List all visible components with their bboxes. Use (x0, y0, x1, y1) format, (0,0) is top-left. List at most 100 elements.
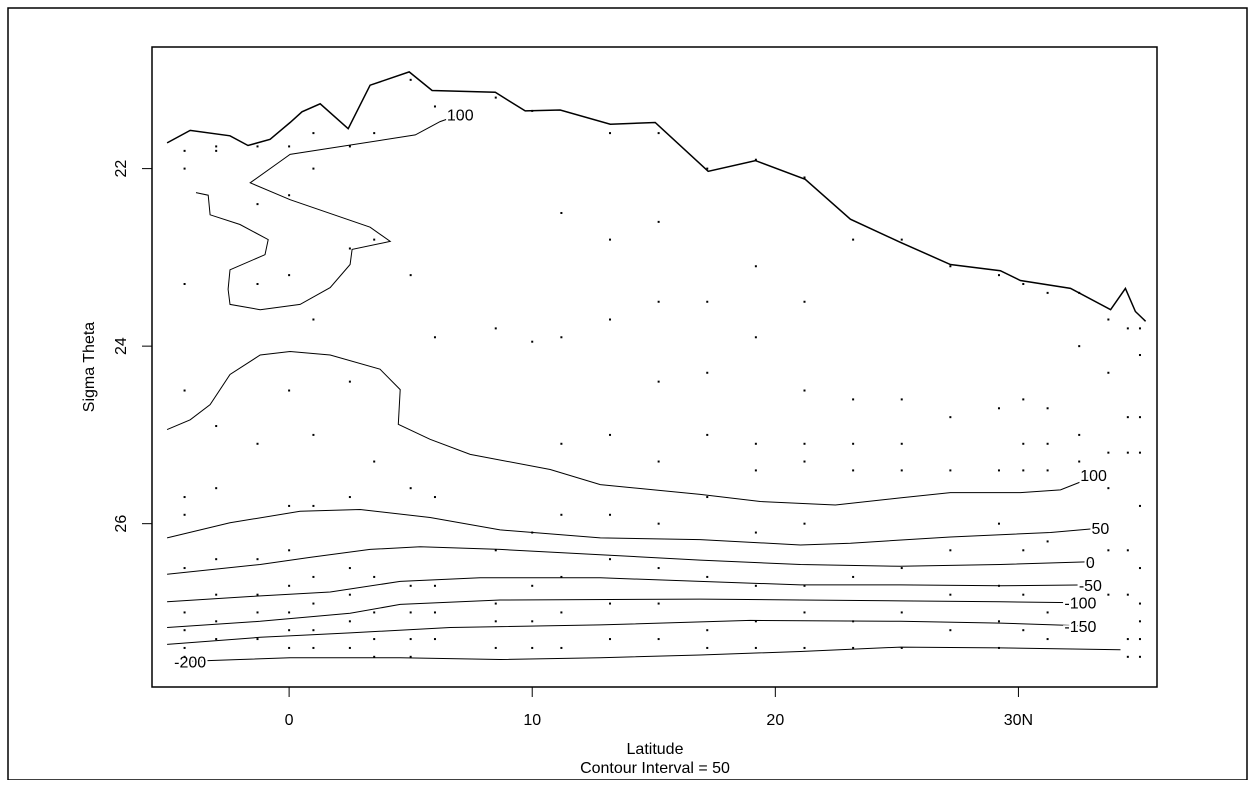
station-point (1126, 638, 1129, 641)
station-point (409, 78, 412, 81)
station-point (803, 300, 806, 303)
station-point (494, 549, 497, 552)
station-point (706, 371, 709, 374)
station-point (754, 158, 757, 161)
station-point (183, 646, 186, 649)
station-point (288, 274, 291, 277)
station-point (409, 584, 412, 587)
station-point (312, 646, 315, 649)
station-point (560, 513, 563, 516)
contour-label: -100 (1064, 596, 1096, 613)
station-point (348, 380, 351, 383)
station-point (494, 620, 497, 623)
station-point (183, 567, 186, 570)
station-point (373, 238, 376, 241)
station-point (215, 558, 218, 561)
station-point (609, 558, 612, 561)
station-point (288, 646, 291, 649)
station-point (900, 238, 903, 241)
station-point (657, 220, 660, 223)
station-point (609, 132, 612, 135)
station-point (609, 638, 612, 641)
station-point (312, 318, 315, 321)
station-point (183, 283, 186, 286)
station-point (215, 425, 218, 428)
station-point (1138, 327, 1141, 330)
station-point (1138, 602, 1141, 605)
station-point (657, 300, 660, 303)
contour-label: -200 (174, 654, 206, 671)
y-tick-label: 24 (113, 337, 130, 355)
station-point (706, 433, 709, 436)
station-point (312, 132, 315, 135)
station-point (348, 593, 351, 596)
annotation: Contour Interval = 50 (580, 760, 730, 777)
station-point (560, 575, 563, 578)
station-point (373, 132, 376, 135)
station-point (288, 549, 291, 552)
station-point (373, 460, 376, 463)
contour-label: 100 (447, 107, 474, 124)
station-point (183, 496, 186, 499)
station-point (706, 629, 709, 632)
station-point (531, 531, 534, 534)
station-point (1046, 442, 1049, 445)
station-point (312, 629, 315, 632)
station-point (433, 496, 436, 499)
station-point (1078, 460, 1081, 463)
station-point (1107, 593, 1110, 596)
station-point (997, 407, 1000, 410)
station-point (949, 593, 952, 596)
station-point (183, 513, 186, 516)
station-point (256, 611, 259, 614)
station-point (494, 96, 497, 99)
station-point (1022, 629, 1025, 632)
station-point (1107, 451, 1110, 454)
station-point (1107, 371, 1110, 374)
contour-label: 100 (1080, 468, 1107, 485)
station-point (657, 522, 660, 525)
station-point (803, 460, 806, 463)
station-point (288, 389, 291, 392)
station-point (288, 629, 291, 632)
station-point (1022, 398, 1025, 401)
station-point (754, 336, 757, 339)
station-point (183, 149, 186, 152)
station-point (1138, 451, 1141, 454)
station-point (754, 469, 757, 472)
station-point (706, 496, 709, 499)
station-point (852, 620, 855, 623)
station-point (215, 145, 218, 148)
station-point (1138, 416, 1141, 419)
station-point (531, 109, 534, 112)
station-point (348, 496, 351, 499)
station-point (852, 398, 855, 401)
station-point (1022, 442, 1025, 445)
station-point (256, 145, 259, 148)
station-point (1078, 345, 1081, 348)
contour-line (167, 619, 1081, 645)
station-point (373, 638, 376, 641)
station-point (256, 283, 259, 286)
station-point (1107, 318, 1110, 321)
station-point (288, 194, 291, 197)
station-point (409, 611, 412, 614)
contour-label: 0 (1086, 555, 1095, 572)
station-point (754, 442, 757, 445)
contour-label: -150 (1064, 619, 1096, 636)
station-point (560, 646, 563, 649)
station-point (256, 593, 259, 596)
station-point (256, 558, 259, 561)
station-point (494, 327, 497, 330)
station-point (1138, 504, 1141, 507)
station-point (657, 602, 660, 605)
station-point (433, 584, 436, 587)
station-point (803, 646, 806, 649)
station-point (997, 274, 1000, 277)
station-point (409, 638, 412, 641)
station-point (215, 620, 218, 623)
station-point (1126, 655, 1129, 658)
station-point (433, 638, 436, 641)
station-point (494, 602, 497, 605)
station-point (409, 655, 412, 658)
